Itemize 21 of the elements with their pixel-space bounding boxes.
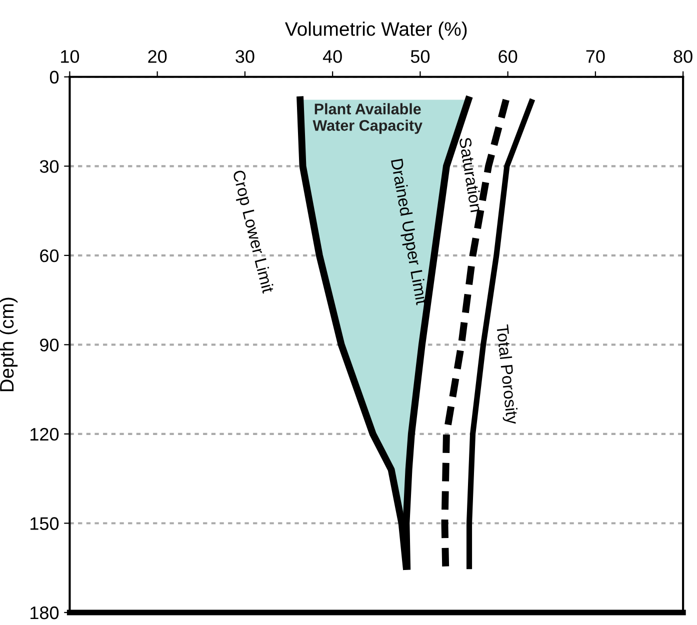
text: Crop Lower Limit xyxy=(229,169,275,294)
y-tick-label: 0 xyxy=(50,70,59,84)
x-tick-label: 80 xyxy=(674,50,692,63)
y-tick-label: 120 xyxy=(30,428,59,441)
y-tick-label: 60 xyxy=(40,249,59,262)
y-tick-label: 30 xyxy=(40,160,59,173)
x-tick-label: 20 xyxy=(148,50,167,63)
text: Total Porosity xyxy=(493,324,520,425)
x-tick-label: 70 xyxy=(586,50,605,63)
text: Saturation xyxy=(459,137,483,212)
y-tick-label: 90 xyxy=(40,338,59,352)
x-tick-label: 10 xyxy=(61,50,80,63)
x-tick-label: 30 xyxy=(236,50,254,63)
x-tick-label: 60 xyxy=(498,50,518,63)
y-tick-label: 180 xyxy=(30,606,59,620)
x-tick-label: 40 xyxy=(322,50,342,63)
annotation: Plant Available Water Capacity xyxy=(312,103,422,134)
x-tick-label: 50 xyxy=(410,50,430,63)
x-axis-title: Volumetric Water (%) xyxy=(284,22,467,40)
y-tick-label: 150 xyxy=(30,517,59,530)
text: Drained Upper Limit xyxy=(388,158,428,306)
